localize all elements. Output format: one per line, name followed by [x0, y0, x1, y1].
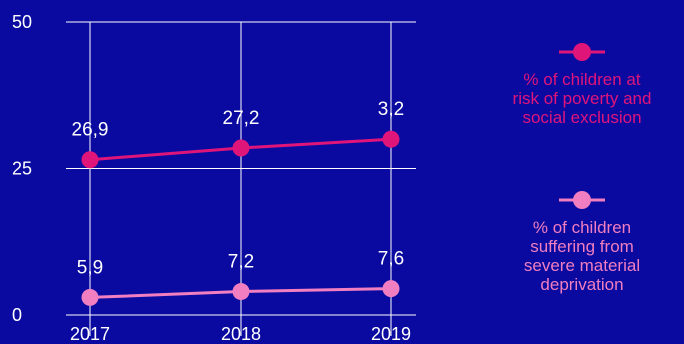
data-point: [382, 130, 400, 148]
legend-label-deprivation-line-4: deprivation: [540, 275, 624, 294]
data-label: 3,2: [378, 99, 404, 120]
y-tick-label: 25: [12, 159, 32, 179]
legend-swatch-deprivation-icon: [559, 191, 605, 209]
legend-swatch-poverty-icon: [559, 43, 605, 61]
data-point: [382, 280, 400, 298]
legend-label-poverty-line-2: risk of poverty and: [512, 89, 652, 108]
data-point: [81, 288, 99, 306]
legend-label-deprivation-line-3: severe material: [523, 256, 641, 275]
legend-label-deprivation-line-2: suffering from: [530, 237, 634, 256]
data-label: 7,2: [228, 252, 254, 273]
x-tick-label: 2019: [371, 324, 411, 344]
legend-item-poverty: % of children at risk of poverty and soc…: [482, 42, 682, 127]
data-label: 26,9: [72, 120, 109, 141]
x-tick-label: 2018: [221, 324, 261, 344]
data-point: [232, 283, 250, 301]
legend-label-poverty-line-1: % of children at: [523, 70, 641, 89]
data-point: [81, 151, 99, 169]
data-label: 7,6: [378, 249, 404, 270]
y-tick-label: 50: [12, 12, 32, 32]
legend-label-deprivation-line-1: % of children: [532, 218, 632, 237]
y-tick-label: 0: [12, 305, 22, 325]
data-point: [232, 139, 250, 157]
legend-label-poverty-line-3: social exclusion: [522, 108, 642, 127]
data-label: 27,2: [223, 108, 260, 129]
data-label: 5,9: [77, 257, 103, 278]
legend-item-deprivation: % of children suffering from severe mate…: [482, 190, 682, 294]
x-tick-label: 2017: [70, 324, 110, 344]
